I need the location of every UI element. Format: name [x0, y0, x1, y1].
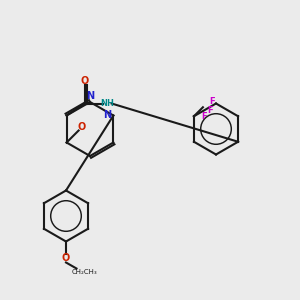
Text: O: O — [80, 76, 89, 86]
Text: CH₂CH₃: CH₂CH₃ — [71, 268, 97, 274]
Text: F: F — [209, 97, 215, 106]
Text: NH: NH — [100, 99, 114, 108]
Text: F: F — [202, 112, 207, 121]
Text: N: N — [86, 91, 94, 101]
Text: F: F — [208, 106, 213, 115]
Text: O: O — [77, 122, 86, 133]
Text: N: N — [103, 110, 111, 121]
Text: O: O — [62, 253, 70, 263]
